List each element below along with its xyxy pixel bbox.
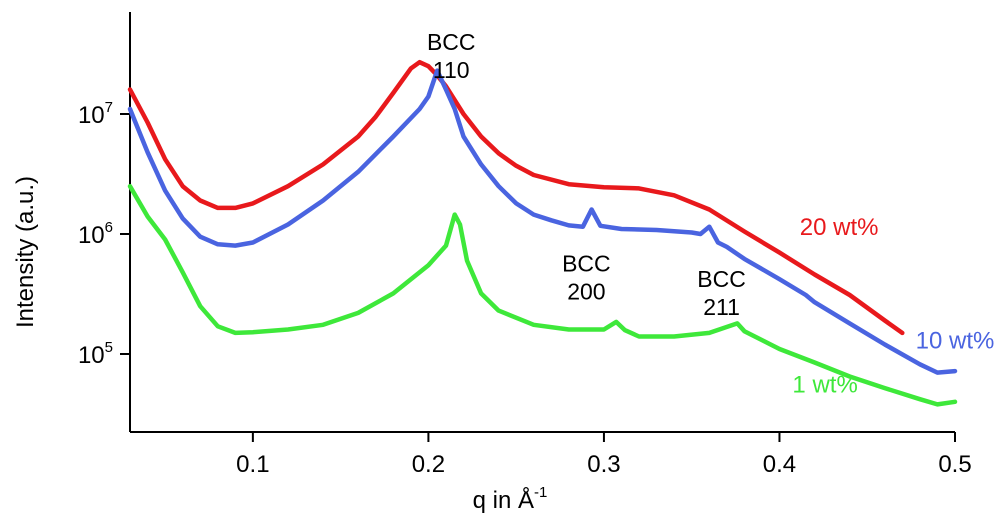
series-line-1-wt xyxy=(127,183,958,407)
label-layer: 20 wt% 10 wt% 1 wt% xyxy=(792,214,994,398)
y-ticks: 105 106 107 xyxy=(78,99,130,369)
peak-annotation: BCC 200 xyxy=(562,251,611,305)
annotation-layer: BCC 110 BCC 200 BCC 211 xyxy=(427,29,746,320)
series-label: 20 wt% xyxy=(800,214,879,241)
series-line-10-wt xyxy=(127,68,958,375)
y-tick-label: 105 xyxy=(78,339,113,369)
series-line-20-wt xyxy=(127,59,905,336)
x-ticks: 0.1 0.2 0.3 0.4 0.5 xyxy=(236,432,972,478)
axes xyxy=(129,12,955,433)
series-label: 10 wt% xyxy=(916,328,995,355)
series-layer xyxy=(127,59,958,407)
y-tick-label: 107 xyxy=(78,99,113,129)
peak-annotation: BCC 211 xyxy=(697,266,746,320)
y-axis-title: Intensity (a.u.) xyxy=(12,176,39,328)
peak-annotation: BCC 110 xyxy=(427,29,476,83)
x-tick-label: 0.5 xyxy=(938,451,971,478)
x-tick-label: 0.2 xyxy=(412,451,445,478)
x-axis-title-superscript: -1 xyxy=(534,484,547,501)
x-tick-label: 0.1 xyxy=(236,451,269,478)
x-tick-label: 0.4 xyxy=(763,451,796,478)
x-tick-label: 0.3 xyxy=(587,451,620,478)
x-axis-title: q in Å-1 xyxy=(473,484,548,514)
series-label: 1 wt% xyxy=(792,371,857,398)
x-axis-title-main: q in Å xyxy=(473,486,534,514)
y-tick-label: 106 xyxy=(78,219,113,249)
